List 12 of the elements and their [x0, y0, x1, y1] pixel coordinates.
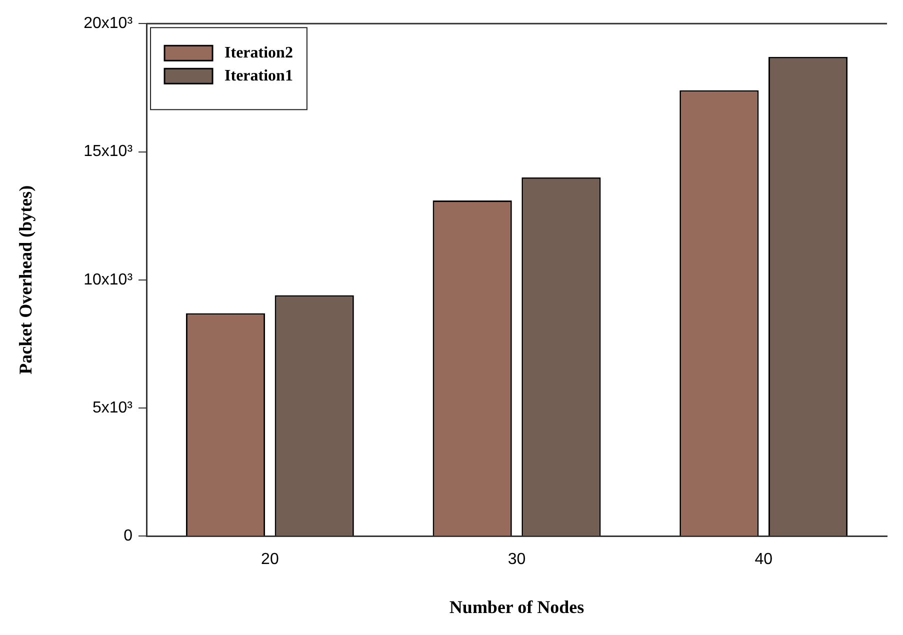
- y-tick-label: 15x10³: [84, 143, 134, 160]
- x-axis-title: Number of Nodes: [449, 596, 584, 617]
- x-tick-label: 40: [754, 551, 773, 568]
- y-tick-label: 5x10³: [92, 399, 134, 416]
- legend-label: Iteration1: [224, 68, 293, 85]
- x-tick-label: 30: [508, 551, 526, 568]
- y-tick-label: 10x10³: [84, 271, 134, 288]
- y-tick-label: 20x10³: [84, 15, 134, 32]
- y-tick-label: 0: [124, 528, 133, 545]
- legend-label: Iteration2: [224, 44, 293, 62]
- x-tick-label: 20: [261, 551, 279, 568]
- y-axis-title: Packet Overhead (bytes): [15, 185, 36, 374]
